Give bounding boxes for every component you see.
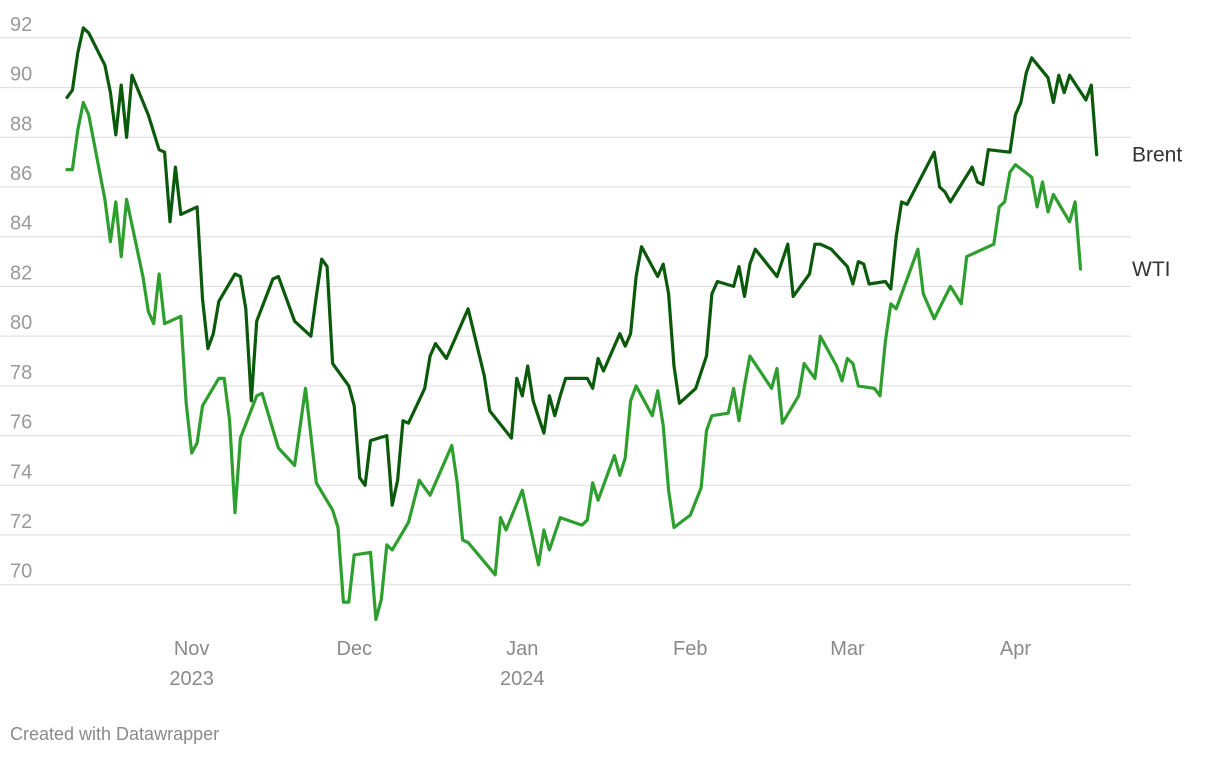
x-tick-label-feb: Feb xyxy=(673,638,707,660)
series-labels: Brent WTI xyxy=(1132,144,1182,281)
y-tick-label: 82 xyxy=(10,262,32,284)
y-tick-label: 86 xyxy=(10,163,32,185)
y-axis: 70 72 74 76 78 80 82 84 86 88 90 92 xyxy=(10,14,32,583)
series-line-wti xyxy=(65,100,1083,622)
y-tick-label: 84 xyxy=(10,213,32,235)
series-lines xyxy=(65,26,1099,622)
x-tick-label-dec: Dec xyxy=(336,638,372,660)
y-tick-label: 70 xyxy=(10,561,32,583)
x-tick-label-apr: Apr xyxy=(1000,638,1031,660)
y-tick-label: 78 xyxy=(10,362,32,384)
y-tick-label: 80 xyxy=(10,312,32,334)
series-label-wti: WTI xyxy=(1132,258,1170,281)
y-tick-label: 92 xyxy=(10,14,32,36)
gridlines xyxy=(0,37,1131,586)
y-tick-label: 90 xyxy=(10,64,32,86)
chart-credit: Created with Datawrapper xyxy=(10,724,220,744)
y-tick-label: 88 xyxy=(10,113,32,135)
y-tick-label: 74 xyxy=(10,461,32,483)
y-tick-label: 76 xyxy=(10,412,32,434)
x-axis: Nov 2023 Dec Jan 2024 Feb Mar Apr xyxy=(169,638,1031,690)
x-tick-label-jan: Jan xyxy=(506,638,538,660)
x-tick-label-mar: Mar xyxy=(830,638,865,660)
x-tick-year-2024: 2024 xyxy=(500,668,545,690)
y-tick-label: 72 xyxy=(10,511,32,533)
series-line-brent xyxy=(65,26,1099,507)
x-tick-label-nov: Nov xyxy=(174,638,210,660)
x-tick-year-2023: 2023 xyxy=(169,668,214,690)
series-label-brent: Brent xyxy=(1132,144,1182,167)
